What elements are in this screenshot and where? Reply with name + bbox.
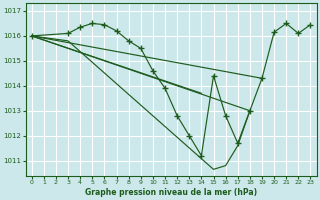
X-axis label: Graphe pression niveau de la mer (hPa): Graphe pression niveau de la mer (hPa) [85, 188, 257, 197]
